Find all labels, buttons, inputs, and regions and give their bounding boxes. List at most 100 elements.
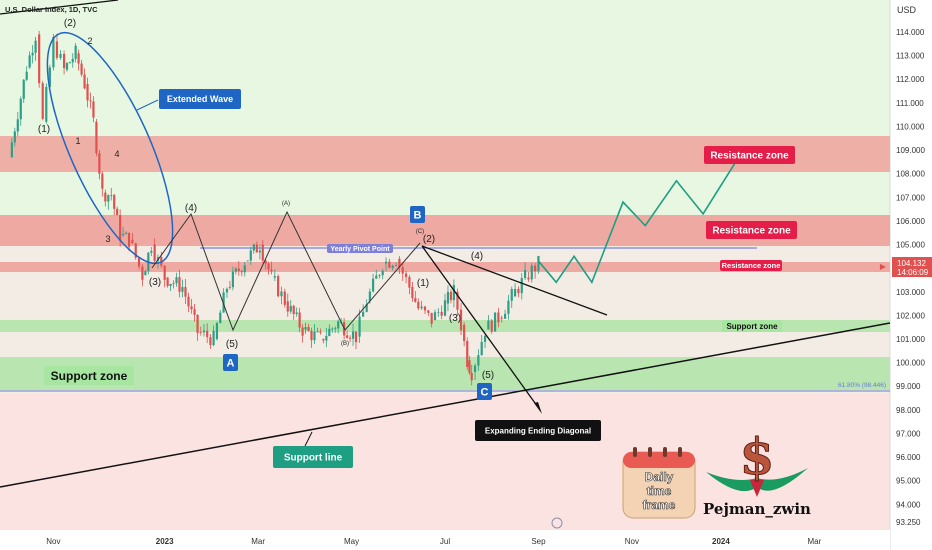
calendar-header — [623, 452, 695, 468]
wave-label-5: (5) — [226, 339, 238, 350]
resistance-zone-label-3: Resistance zone — [722, 261, 781, 270]
support-zone-label-1: Support zone — [726, 322, 778, 331]
x-axis-bg — [0, 530, 890, 550]
y-tick-label: 95.000 — [896, 477, 921, 486]
candle-body — [433, 312, 437, 321]
brand-name: Pejman_zwin — [703, 500, 811, 518]
candle-body — [184, 287, 187, 297]
candle-body — [277, 276, 280, 297]
y-tick-label: 97.000 — [896, 429, 921, 438]
candle-body — [346, 335, 349, 338]
candle-body — [19, 98, 22, 120]
candle-body — [95, 121, 98, 154]
annotations: U.S. Dollar Index, 1D, TVC (2) 2 (1) 1 4 3 (3) (… — [5, 5, 886, 529]
wave-label-c: (C) — [416, 229, 424, 235]
candle-body — [209, 337, 212, 345]
candle-body — [430, 312, 433, 324]
candle-body — [365, 304, 368, 312]
diagonal-lower-line — [421, 245, 541, 411]
candle-body — [166, 277, 169, 287]
candle-body — [41, 83, 44, 119]
top-trendline — [0, 0, 119, 15]
resistance-band-low — [0, 262, 890, 272]
y-tick-label: 98.000 — [896, 406, 921, 415]
candle-body — [483, 335, 487, 342]
yearly-pivot-label: Yearly Pivot Point — [330, 246, 390, 253]
subwave-label-1: 1 — [75, 136, 80, 146]
calendar-text: Daily — [645, 470, 674, 484]
candle-body — [89, 100, 92, 102]
x-tick-label: 2024 — [712, 537, 730, 546]
candle-body — [243, 265, 246, 273]
candle-body — [408, 277, 411, 288]
extended-wave-label-box — [159, 89, 241, 109]
candle-body — [348, 337, 352, 339]
subwave-label-2: 2 — [87, 36, 92, 46]
candle-body — [222, 292, 225, 313]
candle-body — [477, 355, 480, 366]
candle-body — [240, 271, 243, 273]
candle-body — [25, 71, 28, 80]
candle-body — [55, 41, 59, 58]
candle-body — [59, 53, 62, 58]
candle-body — [394, 265, 398, 266]
x-tick-label: Sep — [531, 537, 546, 546]
wave-badge-a: A — [227, 357, 235, 369]
candle-body — [122, 234, 125, 236]
candle-body — [52, 36, 55, 68]
candle-body — [466, 341, 469, 367]
candle-body — [423, 306, 427, 311]
candle-body — [237, 268, 240, 272]
c-wave-label-2: (2) — [423, 234, 435, 245]
brand-wings-icon — [706, 468, 808, 492]
replay-icon[interactable] — [551, 517, 563, 529]
candle-body — [71, 58, 74, 63]
candle-body — [368, 291, 371, 302]
y-tick-label: 110.000 — [896, 122, 925, 131]
candle-body — [503, 313, 507, 319]
candle-body — [381, 270, 384, 276]
candle-body — [304, 327, 307, 330]
candle-body — [219, 312, 222, 324]
candle-body — [187, 296, 190, 307]
candle-body — [325, 336, 328, 341]
candle-body — [264, 260, 267, 264]
candle-body — [337, 321, 340, 329]
candle-body — [420, 306, 423, 309]
y-tick-label: 101.000 — [896, 335, 925, 344]
candle-body — [119, 215, 122, 241]
candle-body — [270, 269, 273, 272]
candle-body — [520, 278, 523, 294]
candle-body — [175, 277, 178, 284]
candle-body — [351, 331, 355, 339]
y-tick-label: 114.000 — [896, 28, 925, 37]
resistance-zone-label-2: Resistance zone — [712, 226, 791, 237]
calendar-text: time — [647, 484, 672, 498]
candle-body — [401, 267, 404, 274]
candle-body — [530, 265, 533, 280]
candle-body — [10, 142, 13, 158]
candle-body — [295, 312, 298, 314]
y-tick-label: 113.000 — [896, 52, 925, 61]
candle-body — [493, 312, 497, 332]
candle-body — [101, 173, 104, 189]
support-trendline — [0, 322, 891, 488]
candle-body — [362, 311, 365, 317]
wave-badge-a-box — [223, 354, 238, 371]
wave-label-3: (3) — [149, 277, 161, 288]
candle-body — [62, 53, 66, 69]
candle-body — [86, 83, 89, 101]
wave-badge-c-box — [477, 383, 492, 400]
support-band-upper — [0, 320, 890, 332]
candle-body — [411, 287, 414, 299]
candle-body — [470, 372, 473, 381]
y-tick-label: 112.000 — [896, 75, 925, 84]
candle-body — [473, 365, 477, 373]
price-tag-time: 14:06:09 — [897, 268, 929, 277]
support-zone-label-2-box — [44, 366, 134, 385]
candle-body — [258, 250, 261, 253]
candle-body — [307, 327, 310, 331]
wave-badge-c: C — [481, 386, 489, 398]
candle-body — [206, 330, 209, 338]
candle-body — [74, 45, 77, 59]
